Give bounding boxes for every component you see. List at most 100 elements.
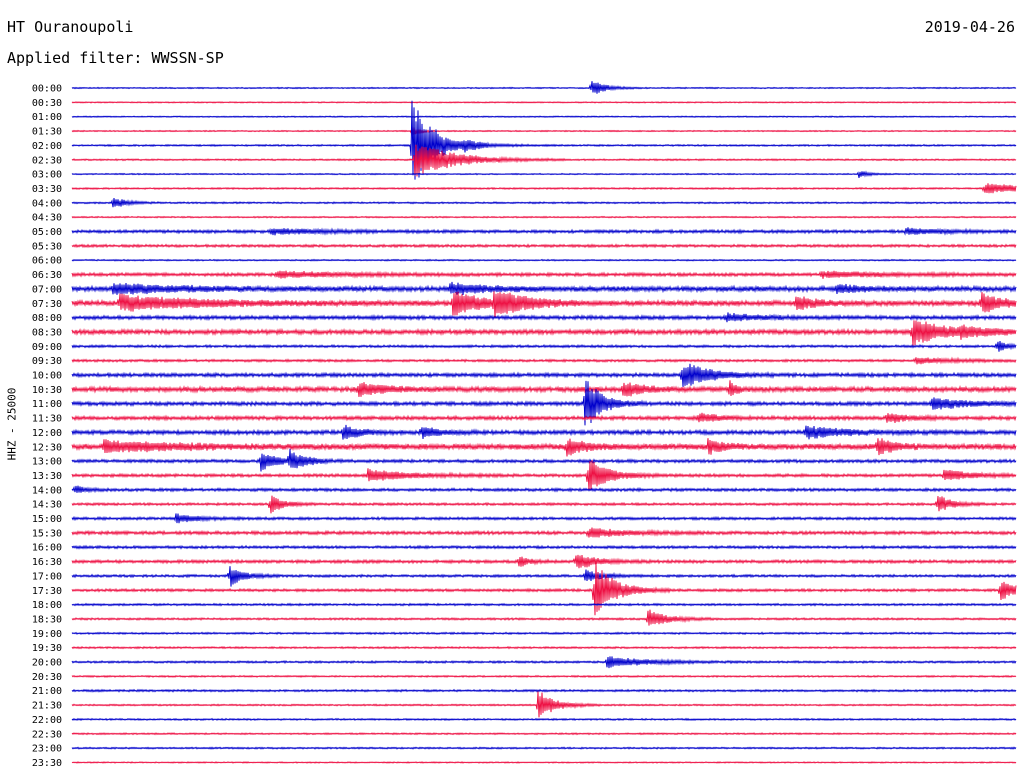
station-title: HT Ouranoupoli: [7, 18, 134, 36]
time-label-2230: 22:30: [32, 729, 62, 740]
time-label-1830: 18:30: [32, 614, 62, 625]
trace-1930: [71, 645, 1017, 650]
time-label-1000: 10:00: [32, 371, 62, 382]
time-label-0130: 01:30: [32, 127, 62, 138]
trace-0730: [71, 291, 1017, 319]
trace-0700: [71, 281, 1017, 295]
trace-2200: [71, 717, 1017, 722]
trace-0300: [71, 170, 1017, 178]
trace-2030: [71, 674, 1017, 679]
time-label-1130: 11:30: [32, 414, 62, 425]
trace-0400: [71, 197, 1017, 208]
time-label-0300: 03:00: [32, 170, 62, 181]
time-label-1100: 11:00: [32, 399, 62, 410]
trace-0830: [71, 320, 1017, 346]
time-label-1530: 15:30: [32, 528, 62, 539]
time-label-0830: 08:30: [32, 327, 62, 338]
trace-0800: [71, 312, 1017, 323]
trace-0130: [71, 126, 1017, 135]
trace-1400: [71, 485, 1017, 494]
time-label-1300: 13:00: [32, 457, 62, 468]
time-label-2000: 20:00: [32, 658, 62, 669]
time-label-0500: 05:00: [32, 227, 62, 238]
trace-2130: [71, 691, 1017, 718]
time-label-1700: 17:00: [32, 571, 62, 582]
time-label-0630: 06:30: [32, 270, 62, 281]
trace-1500: [71, 513, 1017, 524]
trace-0030: [71, 101, 1017, 104]
trace-0630: [71, 270, 1017, 279]
time-label-1030: 10:30: [32, 385, 62, 396]
trace-1630: [71, 554, 1017, 569]
time-label-1800: 18:00: [32, 600, 62, 611]
trace-0600: [71, 258, 1017, 262]
trace-0100: [71, 115, 1017, 119]
trace-1000: [71, 363, 1017, 387]
time-label-0800: 08:00: [32, 313, 62, 324]
time-label-2100: 21:00: [32, 686, 62, 697]
trace-1100: [71, 380, 1017, 426]
time-label-0930: 09:30: [32, 356, 62, 367]
trace-2000: [71, 656, 1017, 669]
trace-1130: [71, 412, 1017, 423]
trace-1700: [71, 566, 1017, 587]
trace-1200: [71, 424, 1017, 440]
filter-label: Applied filter: WWSSN-SP: [7, 49, 224, 67]
trace-0900: [71, 340, 1017, 352]
time-label-1330: 13:30: [32, 471, 62, 482]
trace-2230: [71, 732, 1017, 736]
time-label-0100: 01:00: [32, 112, 62, 123]
time-label-1430: 14:30: [32, 500, 62, 511]
trace-1430: [71, 495, 1017, 514]
time-label-0000: 00:00: [32, 84, 62, 95]
time-label-1400: 14:00: [32, 485, 62, 496]
trace-0930: [71, 356, 1017, 365]
time-label-1630: 16:30: [32, 557, 62, 568]
time-label-1930: 19:30: [32, 643, 62, 654]
time-label-1500: 15:00: [32, 514, 62, 525]
trace-1230: [71, 438, 1017, 457]
trace-1600: [71, 544, 1017, 550]
time-label-2330: 23:30: [32, 758, 62, 769]
time-label-0730: 07:30: [32, 299, 62, 310]
time-label-1200: 12:00: [32, 428, 62, 439]
time-label-2130: 21:30: [32, 701, 62, 712]
trace-0430: [71, 215, 1017, 219]
time-label-0600: 06:00: [32, 256, 62, 267]
date-label: 2019-04-26: [924, 18, 1015, 36]
trace-0230: [71, 144, 1017, 177]
time-label-0900: 09:00: [32, 342, 62, 353]
trace-2330: [71, 761, 1017, 764]
time-label-2030: 20:30: [32, 672, 62, 683]
trace-0500: [71, 227, 1017, 236]
time-labels: 00:00 00:30 01:00 01:30 02:00 02:30 03:00 03:30…: [32, 84, 62, 769]
time-label-1230: 12:30: [32, 442, 62, 453]
trace-1830: [71, 609, 1017, 626]
trace-1730: [71, 562, 1017, 616]
time-label-2200: 22:00: [32, 715, 62, 726]
trace-0000: [71, 81, 1017, 94]
trace-2300: [71, 746, 1017, 750]
time-label-0530: 05:30: [32, 241, 62, 252]
trace-1300: [71, 448, 1017, 472]
traces: [71, 81, 1017, 764]
trace-0330: [71, 183, 1017, 194]
time-label-1900: 19:00: [32, 629, 62, 640]
time-label-0400: 04:00: [32, 198, 62, 209]
trace-1900: [71, 631, 1017, 636]
time-label-1730: 17:30: [32, 586, 62, 597]
time-label-1600: 16:00: [32, 543, 62, 554]
time-label-0200: 02:00: [32, 141, 62, 152]
trace-1800: [71, 602, 1017, 607]
time-label-0700: 07:00: [32, 284, 62, 295]
time-label-2300: 23:00: [32, 744, 62, 755]
time-label-0330: 03:30: [32, 184, 62, 195]
time-label-0030: 00:30: [32, 98, 62, 109]
trace-0200: [71, 100, 1017, 180]
trace-0530: [71, 243, 1017, 249]
time-label-0230: 02:30: [32, 155, 62, 166]
trace-2100: [71, 688, 1017, 693]
time-label-0430: 04:30: [32, 213, 62, 224]
trace-1330: [71, 460, 1017, 491]
